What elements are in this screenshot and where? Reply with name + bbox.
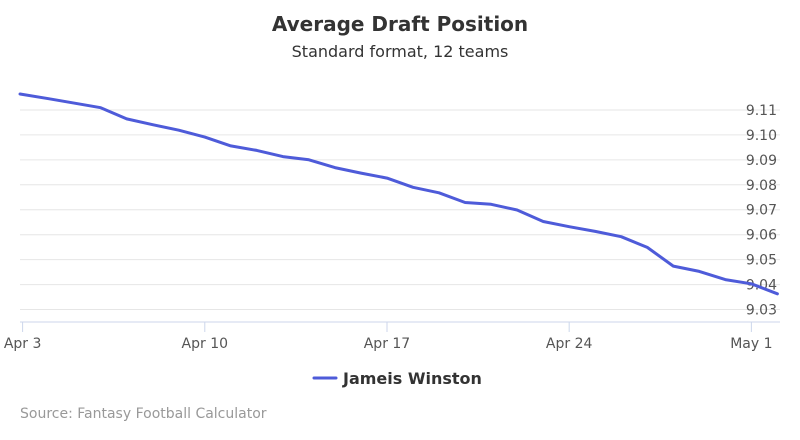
chart-subtitle: Standard format, 12 teams [292,42,509,61]
y-tick-label: 9.05 [746,253,777,269]
x-axis: Apr 3 Apr 10 Apr 17 Apr 24 May 1 [4,322,773,352]
x-tick-label: Apr 17 [364,336,410,352]
y-tick-label: 9.08 [746,178,777,194]
x-tick-label: Apr 3 [4,336,42,352]
chart-title: Average Draft Position [272,12,528,36]
source-credit[interactable]: Source: Fantasy Football Calculator [20,406,267,422]
legend-label[interactable]: Jameis Winston [342,369,482,388]
x-tick-label: May 1 [730,336,772,352]
x-tick-label: Apr 24 [546,336,593,352]
legend[interactable]: Jameis Winston [312,369,482,388]
y-tick-label: 9.11 [746,103,777,119]
series-line-jameis-winston[interactable] [18,92,779,296]
series-group [18,92,779,296]
x-tick-label: Apr 10 [182,336,228,352]
y-axis: 9.039.049.059.069.079.089.099.109.11 [746,103,777,319]
y-tick-label: 9.09 [746,153,777,169]
y-tick-label: 9.07 [746,203,777,219]
y-tick-label: 9.03 [746,303,777,319]
y-tick-label: 9.06 [746,228,777,244]
y-tick-label: 9.10 [746,128,777,144]
grid-lines [20,109,780,311]
